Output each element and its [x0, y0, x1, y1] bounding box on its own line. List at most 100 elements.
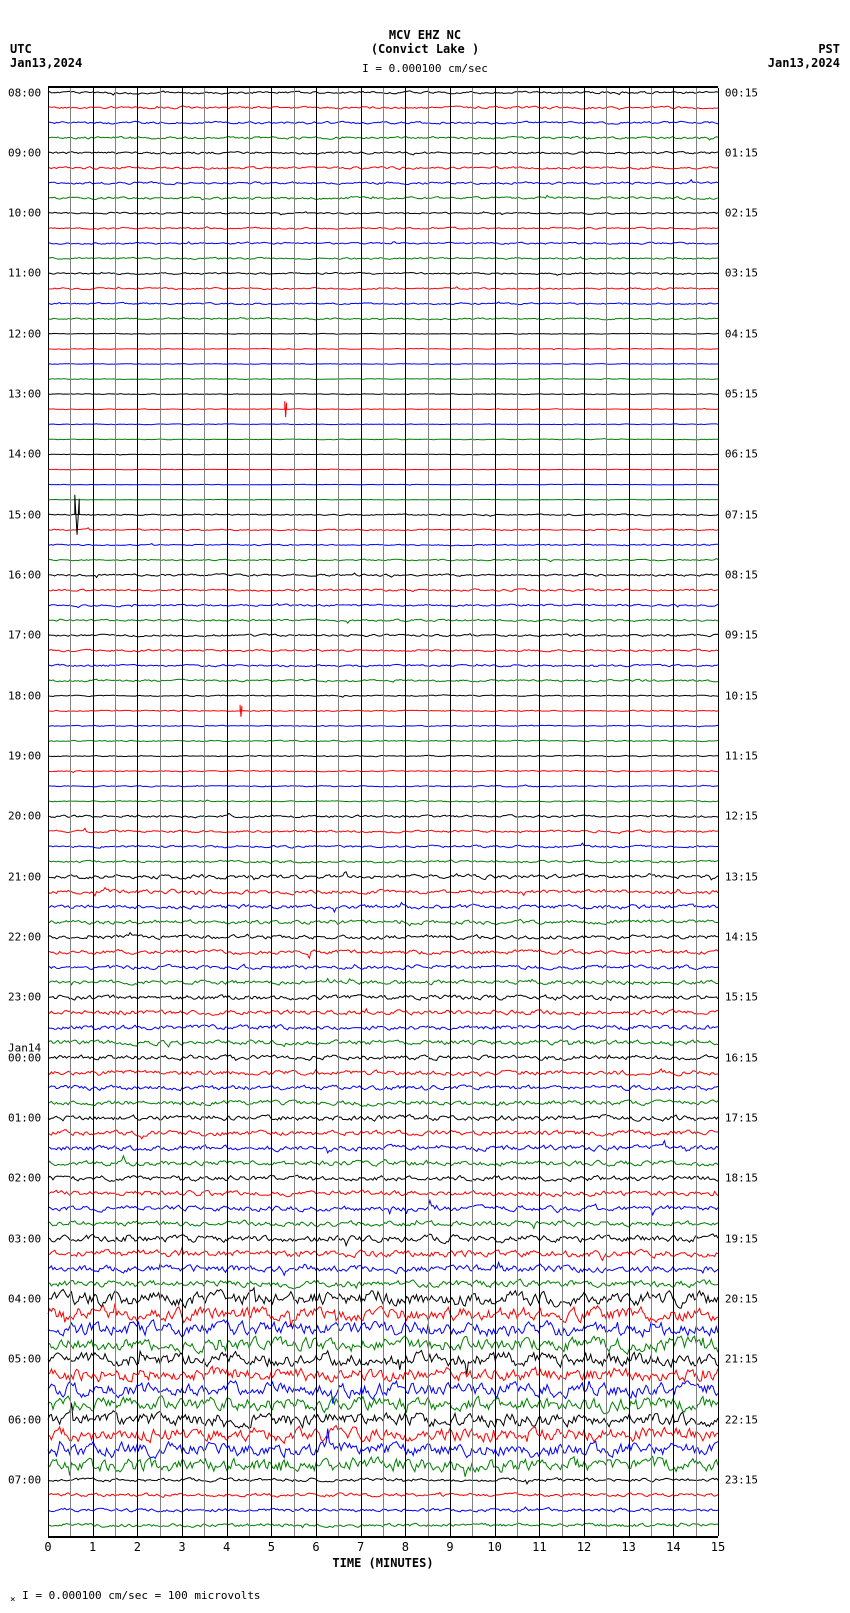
utc-time: 17:00: [8, 629, 41, 642]
utc-time: 06:00: [8, 1413, 41, 1426]
utc-time: 16:00: [8, 569, 41, 582]
utc-time: 13:00: [8, 388, 41, 401]
pst-time: 07:15: [725, 508, 758, 521]
pst-time: 20:15: [725, 1292, 758, 1305]
station-title: MCV EHZ NC: [0, 28, 850, 42]
grid-major: [718, 88, 719, 1536]
grid-minor: [517, 88, 518, 1536]
x-axis-label: TIME (MINUTES): [48, 1556, 718, 1570]
grid-major: [182, 88, 183, 1536]
x-tick: 11: [532, 1540, 546, 1554]
pst-time: 04:15: [725, 327, 758, 340]
grid-major: [361, 88, 362, 1536]
utc-time: 05:00: [8, 1353, 41, 1366]
utc-time: 21:00: [8, 870, 41, 883]
location-title: (Convict Lake ): [0, 42, 850, 56]
x-tick: 13: [621, 1540, 635, 1554]
pst-time: 11:15: [725, 750, 758, 763]
pst-time: 08:15: [725, 569, 758, 582]
pst-time: 05:15: [725, 388, 758, 401]
grid-major: [316, 88, 317, 1536]
tz-right: PST: [818, 42, 840, 56]
x-tick: 7: [357, 1540, 364, 1554]
date-left: Jan13,2024: [10, 56, 82, 70]
pst-time: 02:15: [725, 207, 758, 220]
grid-major: [271, 88, 272, 1536]
grid-minor: [338, 88, 339, 1536]
utc-time: 23:00: [8, 991, 41, 1004]
grid-minor: [294, 88, 295, 1536]
grid-minor: [383, 88, 384, 1536]
utc-time: 11:00: [8, 267, 41, 280]
scale-label: I = 0.000100 cm/sec: [0, 62, 850, 75]
x-tick: 0: [44, 1540, 51, 1554]
utc-time: 09:00: [8, 146, 41, 159]
pst-time: 00:15: [725, 86, 758, 99]
utc-time: 22:00: [8, 931, 41, 944]
event-spike: [285, 401, 287, 417]
x-tick: 10: [487, 1540, 501, 1554]
x-tick: 14: [666, 1540, 680, 1554]
utc-time: 18:00: [8, 689, 41, 702]
pst-time: 18:15: [725, 1172, 758, 1185]
pst-time: 17:15: [725, 1111, 758, 1124]
x-tick: 15: [711, 1540, 725, 1554]
utc-time: 10:00: [8, 207, 41, 220]
utc-time: 15:00: [8, 508, 41, 521]
grid-minor: [606, 88, 607, 1536]
grid-minor: [696, 88, 697, 1536]
utc-time: 12:00: [8, 327, 41, 340]
x-tick: 8: [402, 1540, 409, 1554]
pst-time: 12:15: [725, 810, 758, 823]
grid-minor: [651, 88, 652, 1536]
grid-minor: [160, 88, 161, 1536]
grid-major: [227, 88, 228, 1536]
utc-time: 14:00: [8, 448, 41, 461]
pst-time: 19:15: [725, 1232, 758, 1245]
utc-time: 04:00: [8, 1292, 41, 1305]
pst-time: 03:15: [725, 267, 758, 280]
pst-time: 01:15: [725, 146, 758, 159]
footer-scale: × I = 0.000100 cm/sec = 100 microvolts: [10, 1589, 261, 1605]
seismogram-container: MCV EHZ NC (Convict Lake ) I = 0.000100 …: [0, 0, 850, 1613]
grid-minor: [472, 88, 473, 1536]
grid-minor: [115, 88, 116, 1536]
pst-time: 15:15: [725, 991, 758, 1004]
grid-minor: [204, 88, 205, 1536]
grid-major: [495, 88, 496, 1536]
utc-time: 02:00: [8, 1172, 41, 1185]
pst-time: 13:15: [725, 870, 758, 883]
grid-major: [539, 88, 540, 1536]
utc-time: 03:00: [8, 1232, 41, 1245]
tz-left: UTC: [10, 42, 32, 56]
grid-major: [48, 88, 49, 1536]
date-right: Jan13,2024: [768, 56, 840, 70]
pst-time: 10:15: [725, 689, 758, 702]
utc-time: 00:00: [8, 1051, 41, 1064]
grid-major: [584, 88, 585, 1536]
x-tick: 2: [134, 1540, 141, 1554]
utc-time: 08:00: [8, 86, 41, 99]
x-tick: 9: [446, 1540, 453, 1554]
grid-major: [673, 88, 674, 1536]
grid-minor: [562, 88, 563, 1536]
pst-time: 22:15: [725, 1413, 758, 1426]
pst-time: 21:15: [725, 1353, 758, 1366]
x-tick: 6: [312, 1540, 319, 1554]
event-spike: [240, 705, 242, 717]
grid-minor: [70, 88, 71, 1536]
grid-minor: [249, 88, 250, 1536]
x-tick: 5: [268, 1540, 275, 1554]
grid-minor: [428, 88, 429, 1536]
utc-time: 01:00: [8, 1111, 41, 1124]
utc-time: 19:00: [8, 750, 41, 763]
grid-major: [450, 88, 451, 1536]
pst-time: 06:15: [725, 448, 758, 461]
pst-time: 23:15: [725, 1473, 758, 1486]
pst-time: 16:15: [725, 1051, 758, 1064]
x-tick: 4: [223, 1540, 230, 1554]
pst-time: 09:15: [725, 629, 758, 642]
x-tick: 12: [577, 1540, 591, 1554]
grid-major: [405, 88, 406, 1536]
x-tick: 1: [89, 1540, 96, 1554]
